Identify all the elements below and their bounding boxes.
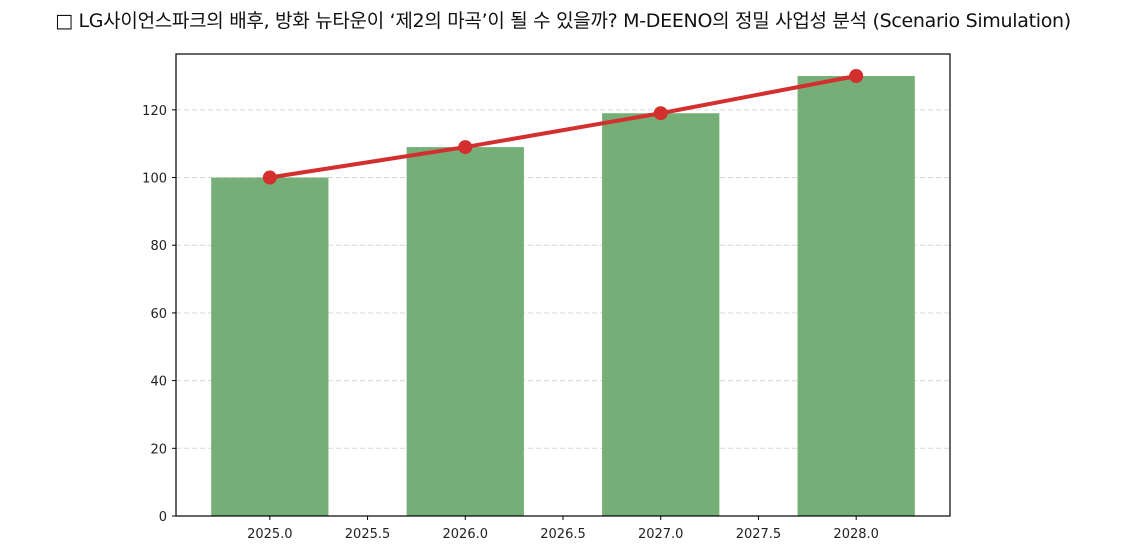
- x-axis-ticks: 2025.0 2025.5 2026.0 2026.5 2027.0 2027.5 2028…: [247, 516, 879, 542]
- x-tick-label: 2026.0: [443, 527, 489, 542]
- y-tick-label: 40: [150, 375, 167, 390]
- y-tick-label: 60: [150, 307, 167, 322]
- bar: [602, 113, 720, 516]
- chart-title: □ LG사이언스파크의 배후, 방화 뉴타운이 ‘제2의 마곡’이 될 수 있을…: [55, 10, 1071, 32]
- bar-series: [211, 76, 915, 517]
- x-tick-label: 2027.5: [736, 527, 782, 542]
- y-tick-label: 0: [159, 510, 167, 525]
- data-point-marker: [458, 140, 473, 155]
- x-tick-label: 2028.0: [833, 527, 879, 542]
- line-series: [262, 69, 864, 185]
- data-point-marker: [849, 69, 864, 83]
- trend-line: [269, 74, 857, 180]
- y-tick-label: 80: [150, 239, 167, 254]
- bar: [406, 147, 524, 517]
- x-tick-label: 2027.0: [638, 527, 684, 542]
- y-tick-label: 120: [142, 104, 167, 119]
- bar: [211, 177, 329, 517]
- y-axis-ticks: 0 20 40 60 80 100 120: [142, 104, 176, 525]
- x-tick-label: 2025.0: [247, 527, 293, 542]
- data-point-marker: [653, 106, 668, 121]
- x-tick-label: 2026.5: [540, 527, 586, 542]
- data-point-marker: [262, 170, 277, 185]
- x-tick-label: 2025.5: [345, 527, 391, 542]
- y-tick-label: 20: [150, 442, 167, 457]
- bar: [797, 76, 915, 516]
- y-tick-label: 100: [142, 172, 167, 187]
